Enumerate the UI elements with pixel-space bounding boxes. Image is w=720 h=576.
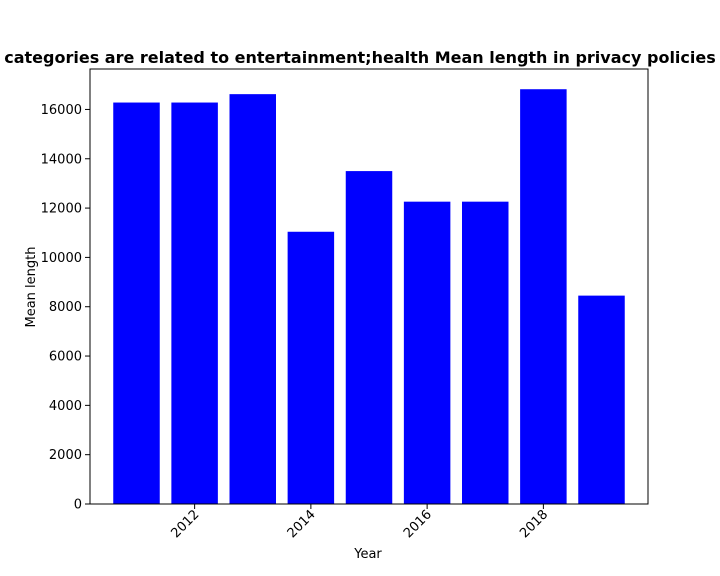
bar-2017 bbox=[462, 201, 509, 505]
y-tick-label: 12000 bbox=[41, 202, 82, 217]
bar-2014 bbox=[287, 231, 335, 504]
y-axis: 0 2000 4000 6000 8000 10000 12000 14000 16000 bbox=[41, 103, 90, 513]
bar-2012 bbox=[171, 102, 218, 504]
y-tick-label: 6000 bbox=[49, 350, 82, 365]
y-tick-label: 10000 bbox=[41, 251, 82, 266]
y-tick-label: 8000 bbox=[49, 300, 82, 315]
bar-2019 bbox=[578, 295, 625, 504]
bar-2018 bbox=[520, 89, 567, 504]
y-tick-label: 2000 bbox=[49, 448, 82, 463]
x-tick-label: 2012 bbox=[168, 507, 202, 541]
bar-2016 bbox=[403, 201, 451, 505]
bar-2013 bbox=[229, 94, 276, 505]
y-tick-label: 16000 bbox=[41, 103, 82, 118]
bar-2015 bbox=[345, 171, 393, 504]
x-tick-label: 2018 bbox=[517, 507, 551, 541]
y-tick-label: 4000 bbox=[49, 399, 82, 414]
y-tick-label: 0 bbox=[74, 498, 82, 513]
x-tick-label: 2016 bbox=[401, 507, 435, 541]
y-tick-label: 14000 bbox=[41, 152, 82, 167]
bars-group bbox=[113, 89, 625, 505]
x-axis-label: Year bbox=[353, 547, 382, 562]
y-axis-label: Mean length bbox=[24, 247, 39, 328]
x-tick-label: 2014 bbox=[285, 507, 319, 541]
chart-title: categories are related to entertainment;… bbox=[4, 48, 716, 67]
bar-2011 bbox=[113, 102, 160, 504]
plot-area-frame bbox=[89, 68, 649, 505]
x-axis: 2012 2014 2016 2018 bbox=[168, 504, 551, 541]
